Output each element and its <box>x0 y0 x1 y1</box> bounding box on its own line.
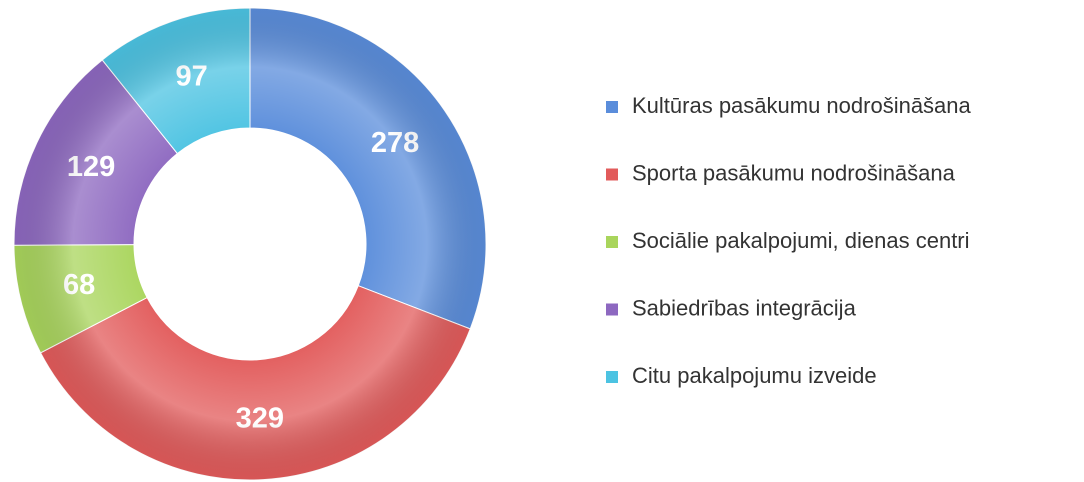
legend-label: Sabiedrības integrācija <box>632 295 857 320</box>
value-label: 278 <box>371 127 419 159</box>
legend-marker <box>606 371 618 383</box>
value-label: 97 <box>175 61 207 93</box>
legend-label: Citu pakalpojumu izveide <box>632 363 877 388</box>
value-label: 329 <box>236 402 284 434</box>
legend-marker <box>606 303 618 316</box>
legend-label: Sociālie pakalpojumi, dienas centri <box>632 228 970 253</box>
legend-marker <box>606 168 618 181</box>
legend-marker <box>606 236 618 248</box>
value-label: 129 <box>67 151 115 183</box>
hole <box>134 128 366 360</box>
legend-marker <box>606 101 618 113</box>
legend-label: Kultūras pasākumu nodrošināšana <box>632 93 972 118</box>
value-label: 68 <box>63 269 95 301</box>
legend-label: Sporta pasākumu nodrošināšana <box>632 160 956 185</box>
